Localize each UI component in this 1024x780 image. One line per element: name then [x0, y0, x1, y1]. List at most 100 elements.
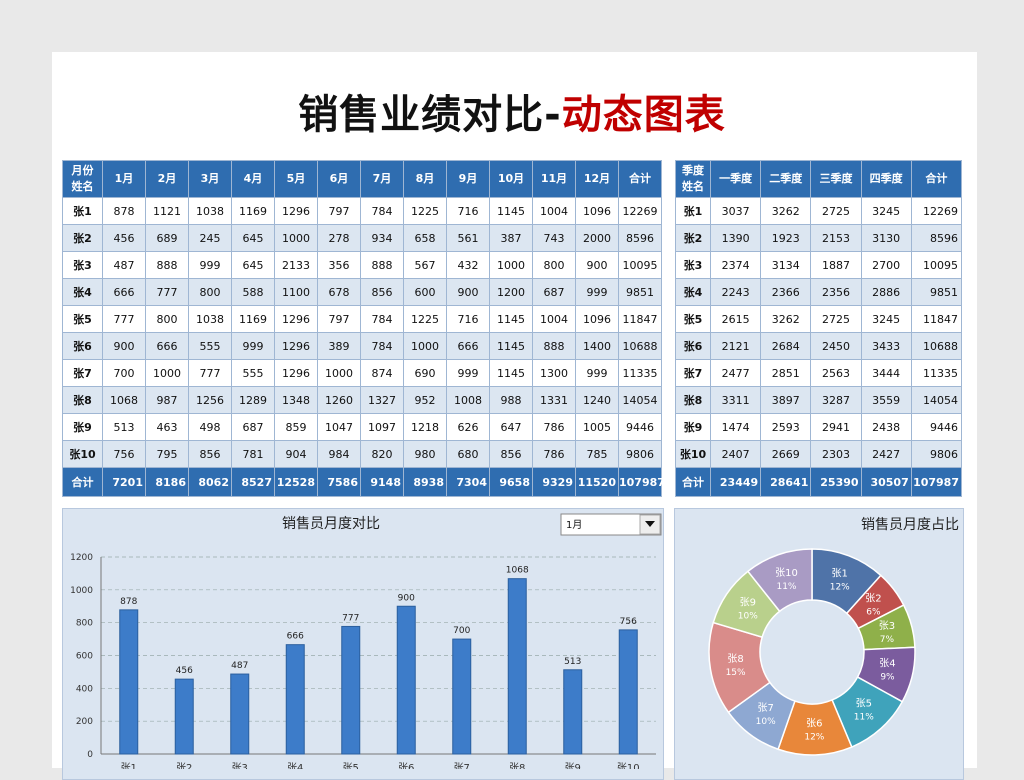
- bar: [119, 609, 139, 755]
- cell: 984: [317, 440, 361, 468]
- cell: 1400: [575, 332, 619, 360]
- bar-chart: 销售员月度对比 1月020040060080010001200878张1456张2…: [70, 513, 662, 774]
- data-label: 513: [564, 657, 581, 667]
- bar: [174, 678, 194, 755]
- monthly-table: 月份 姓名 1月 2月 3月 4月 5月 6月 7月 8月 9月 10月 11月 12月 合计 张1 878 11…: [62, 160, 665, 497]
- bar: [618, 629, 638, 755]
- cell: 904: [274, 440, 318, 468]
- y-tick-label: 0: [87, 750, 93, 760]
- header-row: 月份 姓名 1月 2月 3月 4月 5月 6月 7月 8月 9月 10月 11月 12月 合计: [62, 160, 662, 198]
- column-header: 3月: [188, 160, 232, 198]
- cell: 999: [575, 359, 619, 387]
- pie-panel: 销售员月度占比 张1 12% 张2 6% 张3 7% 张4 9% 张5 11% 张6 12% 张7 10% 张…: [674, 508, 964, 780]
- y-tick-label: 200: [76, 717, 93, 727]
- y-tick-label: 1200: [70, 553, 93, 563]
- bar: [452, 638, 472, 755]
- cell: 687: [231, 413, 275, 441]
- total-cell: 7201: [102, 467, 146, 497]
- bar-panel: 销售员月度对比 1月 0 200 400 600 800 1000 1200 878 张1 456 张2…: [62, 508, 664, 780]
- total-row: 合计 23449 28641 25390 30507 107987: [675, 467, 963, 497]
- cell: 2374: [709, 251, 762, 279]
- cell: 784: [360, 305, 404, 333]
- row-name: 张2: [675, 224, 711, 252]
- cell: 678: [317, 278, 361, 306]
- row: 张7 2477 2851 2563 3444 11335: [675, 359, 963, 387]
- cell: 784: [360, 197, 404, 225]
- cell: 874: [360, 359, 404, 387]
- chart-title: 销售员月度对比: [282, 516, 380, 532]
- cell: 12269: [618, 197, 662, 225]
- slice-name: 张1: [832, 568, 848, 580]
- y-tick-label: 800: [76, 619, 93, 629]
- cell: 988: [489, 386, 533, 414]
- column-header: 5月: [274, 160, 318, 198]
- cell: 456: [102, 224, 146, 252]
- cell: 11335: [910, 359, 963, 387]
- cell: 1923: [760, 224, 812, 252]
- slice-label: 15%: [726, 668, 746, 678]
- cell: 626: [446, 413, 490, 441]
- bar: [341, 625, 361, 755]
- dropdown[interactable]: [560, 513, 662, 536]
- cell: 11847: [618, 305, 662, 333]
- total-cell: 8938: [403, 467, 447, 497]
- slice-label: 9%: [880, 673, 895, 683]
- column-header: 4月: [231, 160, 275, 198]
- cell: 1000: [489, 251, 533, 279]
- cell: 9851: [618, 278, 662, 306]
- cell: 3433: [860, 332, 912, 360]
- cell: 2684: [760, 332, 812, 360]
- cell: 1256: [188, 386, 232, 414]
- total-cell: 9329: [532, 467, 576, 497]
- cell: 3245: [860, 305, 912, 333]
- total-cell: 107987: [910, 467, 963, 497]
- cell: 999: [575, 278, 619, 306]
- cell: 2725: [810, 197, 862, 225]
- cell: 999: [446, 359, 490, 387]
- quarterly-table: 季度 姓名 一季度 二季度 三季度 四季度 合计 张1 3037 3262 2725 3245 1226…: [675, 160, 963, 497]
- cell: 1038: [188, 305, 232, 333]
- cell: 588: [231, 278, 275, 306]
- cell: 10688: [910, 332, 963, 360]
- column-header: 2月: [145, 160, 189, 198]
- row-name: 张7: [675, 359, 711, 387]
- cell: 8596: [910, 224, 963, 252]
- row-name: 张10: [675, 440, 711, 468]
- cell: 666: [145, 332, 189, 360]
- cell: 555: [188, 332, 232, 360]
- bar: [230, 673, 250, 755]
- cell: 777: [145, 278, 189, 306]
- y-tick-label: 400: [76, 684, 93, 694]
- cell: 2243: [709, 278, 762, 306]
- data-label: 1068: [506, 566, 529, 576]
- cell: 666: [446, 332, 490, 360]
- column-header: 6月: [317, 160, 361, 198]
- row-name: 张8: [675, 386, 711, 414]
- cell: 888: [360, 251, 404, 279]
- total-name: 合计: [675, 467, 711, 497]
- data-label: 666: [287, 632, 304, 642]
- cell: 498: [188, 413, 232, 441]
- cell: 716: [446, 305, 490, 333]
- cell: 952: [403, 386, 447, 414]
- cell: 3311: [709, 386, 762, 414]
- total-cell: 11520: [575, 467, 619, 497]
- row-name: 张5: [675, 305, 711, 333]
- cell: 513: [102, 413, 146, 441]
- cell: 2133: [274, 251, 318, 279]
- cell: 2615: [709, 305, 762, 333]
- row-name: 张9: [675, 413, 711, 441]
- slice-label: 11%: [854, 713, 874, 723]
- cell: 1331: [532, 386, 576, 414]
- slice-label: 10%: [738, 612, 758, 622]
- cell: 3130: [860, 224, 912, 252]
- cell: 278: [317, 224, 361, 252]
- cell: 690: [403, 359, 447, 387]
- cell: 1097: [360, 413, 404, 441]
- cell: 1296: [274, 305, 318, 333]
- column-header: 合计: [910, 160, 963, 198]
- corner-label: 姓名: [682, 180, 704, 193]
- column-header: 12月: [575, 160, 619, 198]
- cell: 463: [145, 413, 189, 441]
- row-name: 张8: [62, 386, 103, 414]
